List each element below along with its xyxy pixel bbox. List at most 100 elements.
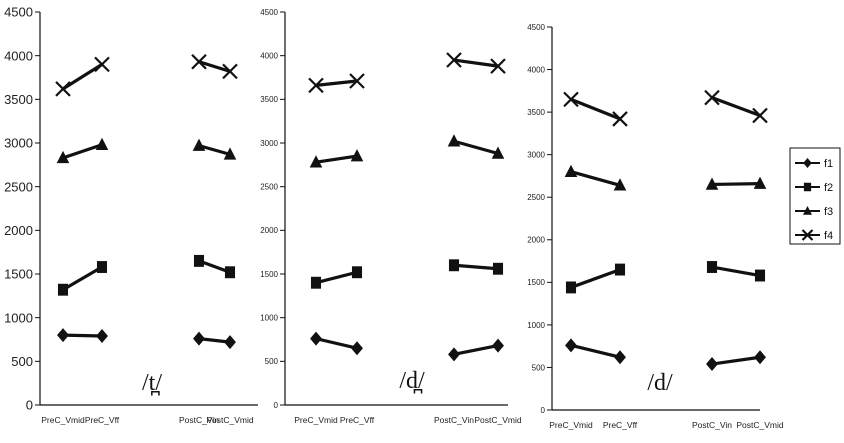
x-category-label: PreC_Vmid [549, 420, 593, 430]
legend-label: f2 [824, 182, 833, 194]
data-point-f2 [310, 276, 322, 289]
data-point-f3 [753, 176, 767, 189]
data-point-f4 [704, 89, 720, 106]
series-line-f3 [453, 139, 499, 156]
data-point-f3 [309, 155, 323, 168]
chart-panel-3: 0 500 1000 1500 2000 2500 3000 3500 4000 4500 PreC… [527, 23, 784, 430]
y-tick-label: 4500 [4, 5, 33, 20]
data-point-f3 [613, 178, 627, 191]
series-line-f1 [711, 355, 761, 366]
legend-label: f4 [824, 230, 833, 242]
series-line-f3 [711, 182, 761, 187]
data-point-f4 [490, 58, 506, 74]
chart-panel-1: 0 500 1000 1500 2000 2500 3000 3500 4000 4500 PreC… [4, 5, 258, 425]
legend-marker-f3 [803, 206, 812, 215]
data-point-f4 [55, 81, 71, 97]
y-tick-label: 4000 [4, 48, 33, 63]
series-line-f3 [570, 170, 621, 187]
data-point-f2 [565, 281, 577, 294]
series-line-f3 [62, 143, 103, 160]
y-tick-label: 3500 [4, 92, 33, 107]
chart-panel-2: 0 500 1000 1500 2000 2500 3000 3500 4000 4500 PreC… [260, 8, 522, 425]
series-line-f2 [570, 268, 621, 289]
legend-marker-f2 [803, 182, 812, 192]
data-point-f1 [706, 357, 718, 372]
data-point-f4 [191, 54, 207, 70]
series-f3 [56, 137, 237, 164]
x-category-label: PreC_Vmid [294, 415, 338, 425]
y-tick-label: 2000 [527, 236, 545, 245]
data-point-f1 [614, 350, 626, 365]
legend-entry-f4: f4 [795, 229, 833, 242]
series-f4 [55, 54, 238, 97]
y-tick-label: 500 [532, 363, 546, 372]
series-line-f2 [711, 265, 761, 278]
data-point-f3 [705, 177, 719, 190]
y-tick-label: 1000 [260, 314, 278, 323]
y-tick-label: 3500 [527, 108, 545, 117]
data-point-f3 [56, 150, 70, 164]
y-tick-label: 500 [11, 354, 33, 369]
x-category-label: PreC_Vff [603, 420, 638, 430]
series-line-f1 [62, 333, 103, 338]
data-point-f3 [491, 146, 505, 159]
data-point-f1 [310, 331, 322, 346]
y-tick-label: 1000 [4, 310, 33, 325]
y-tick-label: 1500 [527, 278, 545, 287]
data-point-f1 [492, 338, 504, 353]
chart-title: /d/ [647, 370, 673, 396]
y-tick-label: 3000 [260, 139, 278, 148]
legend-entry-f2: f2 [795, 182, 833, 194]
data-point-f2 [706, 261, 718, 273]
series-line-f4 [315, 79, 358, 87]
data-point-f2 [754, 269, 766, 282]
series-line-f2 [62, 265, 103, 292]
y-tick-label: 0 [541, 406, 546, 415]
data-point-f2 [614, 263, 626, 276]
y-tick-label: 1500 [260, 270, 278, 279]
series-line-f4 [711, 96, 761, 118]
series-line-f2 [453, 263, 499, 271]
y-tick-label: 3000 [4, 136, 33, 151]
data-point-f4 [563, 91, 579, 108]
series-line-f4 [453, 58, 499, 68]
data-point-f1 [754, 350, 766, 365]
data-point-f1 [96, 329, 108, 344]
data-point-f3 [223, 147, 237, 160]
series-f2 [565, 261, 766, 294]
x-category-label: PreC_Vmid [41, 415, 85, 425]
y-tick-label: 4500 [527, 23, 545, 32]
x-category-label: PostC_Vin [434, 415, 474, 425]
data-point-f4 [446, 52, 462, 68]
y-tick-label: 3500 [260, 95, 278, 104]
series-line-f4 [198, 60, 231, 73]
data-point-f2 [57, 283, 69, 296]
series-f4 [563, 89, 768, 127]
y-tick-label: 0 [26, 398, 33, 413]
series-f3 [564, 164, 767, 191]
data-point-f3 [447, 134, 461, 147]
data-point-f2 [224, 266, 236, 279]
data-point-f2 [351, 266, 363, 279]
x-category-label: PreC_Vff [340, 415, 375, 425]
y-tick-label: 2500 [527, 193, 545, 202]
x-category-label: PostC_Vmid [206, 415, 254, 425]
data-point-f4 [752, 107, 768, 124]
data-point-f3 [192, 138, 206, 151]
data-point-f3 [350, 149, 364, 162]
y-tick-label: 3000 [527, 151, 545, 160]
chart-title: /t̪/ [142, 370, 162, 396]
y-tick-label: 2500 [260, 183, 278, 192]
legend-marker-f4 [801, 229, 814, 241]
series-line-f1 [315, 337, 358, 350]
series-f1 [310, 331, 504, 362]
series-f1 [57, 328, 236, 350]
data-point-f2 [448, 259, 460, 272]
data-point-f1 [448, 347, 460, 362]
data-point-f3 [564, 164, 578, 177]
series-line-f1 [570, 343, 621, 359]
data-point-f2 [193, 254, 205, 267]
data-point-f1 [565, 338, 577, 353]
series-f4 [308, 52, 506, 94]
